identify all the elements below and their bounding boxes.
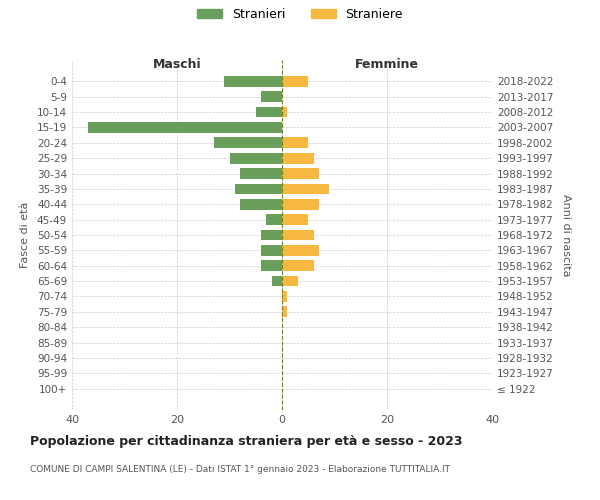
Bar <box>229 153 282 164</box>
Bar <box>261 230 282 240</box>
Bar <box>282 276 298 286</box>
Text: Maschi: Maschi <box>152 58 202 70</box>
Bar <box>261 260 282 271</box>
Bar <box>261 92 282 102</box>
Bar <box>282 168 319 179</box>
Y-axis label: Fasce di età: Fasce di età <box>20 202 30 268</box>
Bar <box>235 184 282 194</box>
Bar <box>282 153 314 164</box>
Bar <box>266 214 282 225</box>
Bar <box>88 122 282 133</box>
Bar <box>282 245 319 256</box>
Bar <box>282 260 314 271</box>
Text: COMUNE DI CAMPI SALENTINA (LE) - Dati ISTAT 1° gennaio 2023 - Elaborazione TUTTI: COMUNE DI CAMPI SALENTINA (LE) - Dati IS… <box>30 465 450 474</box>
Bar <box>261 245 282 256</box>
Bar <box>282 199 319 209</box>
Bar <box>282 230 314 240</box>
Text: Femmine: Femmine <box>355 58 419 70</box>
Bar <box>240 199 282 209</box>
Bar <box>256 106 282 118</box>
Bar <box>214 138 282 148</box>
Legend: Stranieri, Straniere: Stranieri, Straniere <box>192 2 408 26</box>
Bar <box>282 291 287 302</box>
Bar <box>282 214 308 225</box>
Bar <box>282 306 287 317</box>
Bar <box>282 106 287 118</box>
Bar <box>282 76 308 86</box>
Bar <box>271 276 282 286</box>
Bar <box>224 76 282 86</box>
Bar <box>282 184 329 194</box>
Bar <box>282 138 308 148</box>
Text: Popolazione per cittadinanza straniera per età e sesso - 2023: Popolazione per cittadinanza straniera p… <box>30 435 463 448</box>
Y-axis label: Anni di nascita: Anni di nascita <box>560 194 571 276</box>
Bar <box>240 168 282 179</box>
